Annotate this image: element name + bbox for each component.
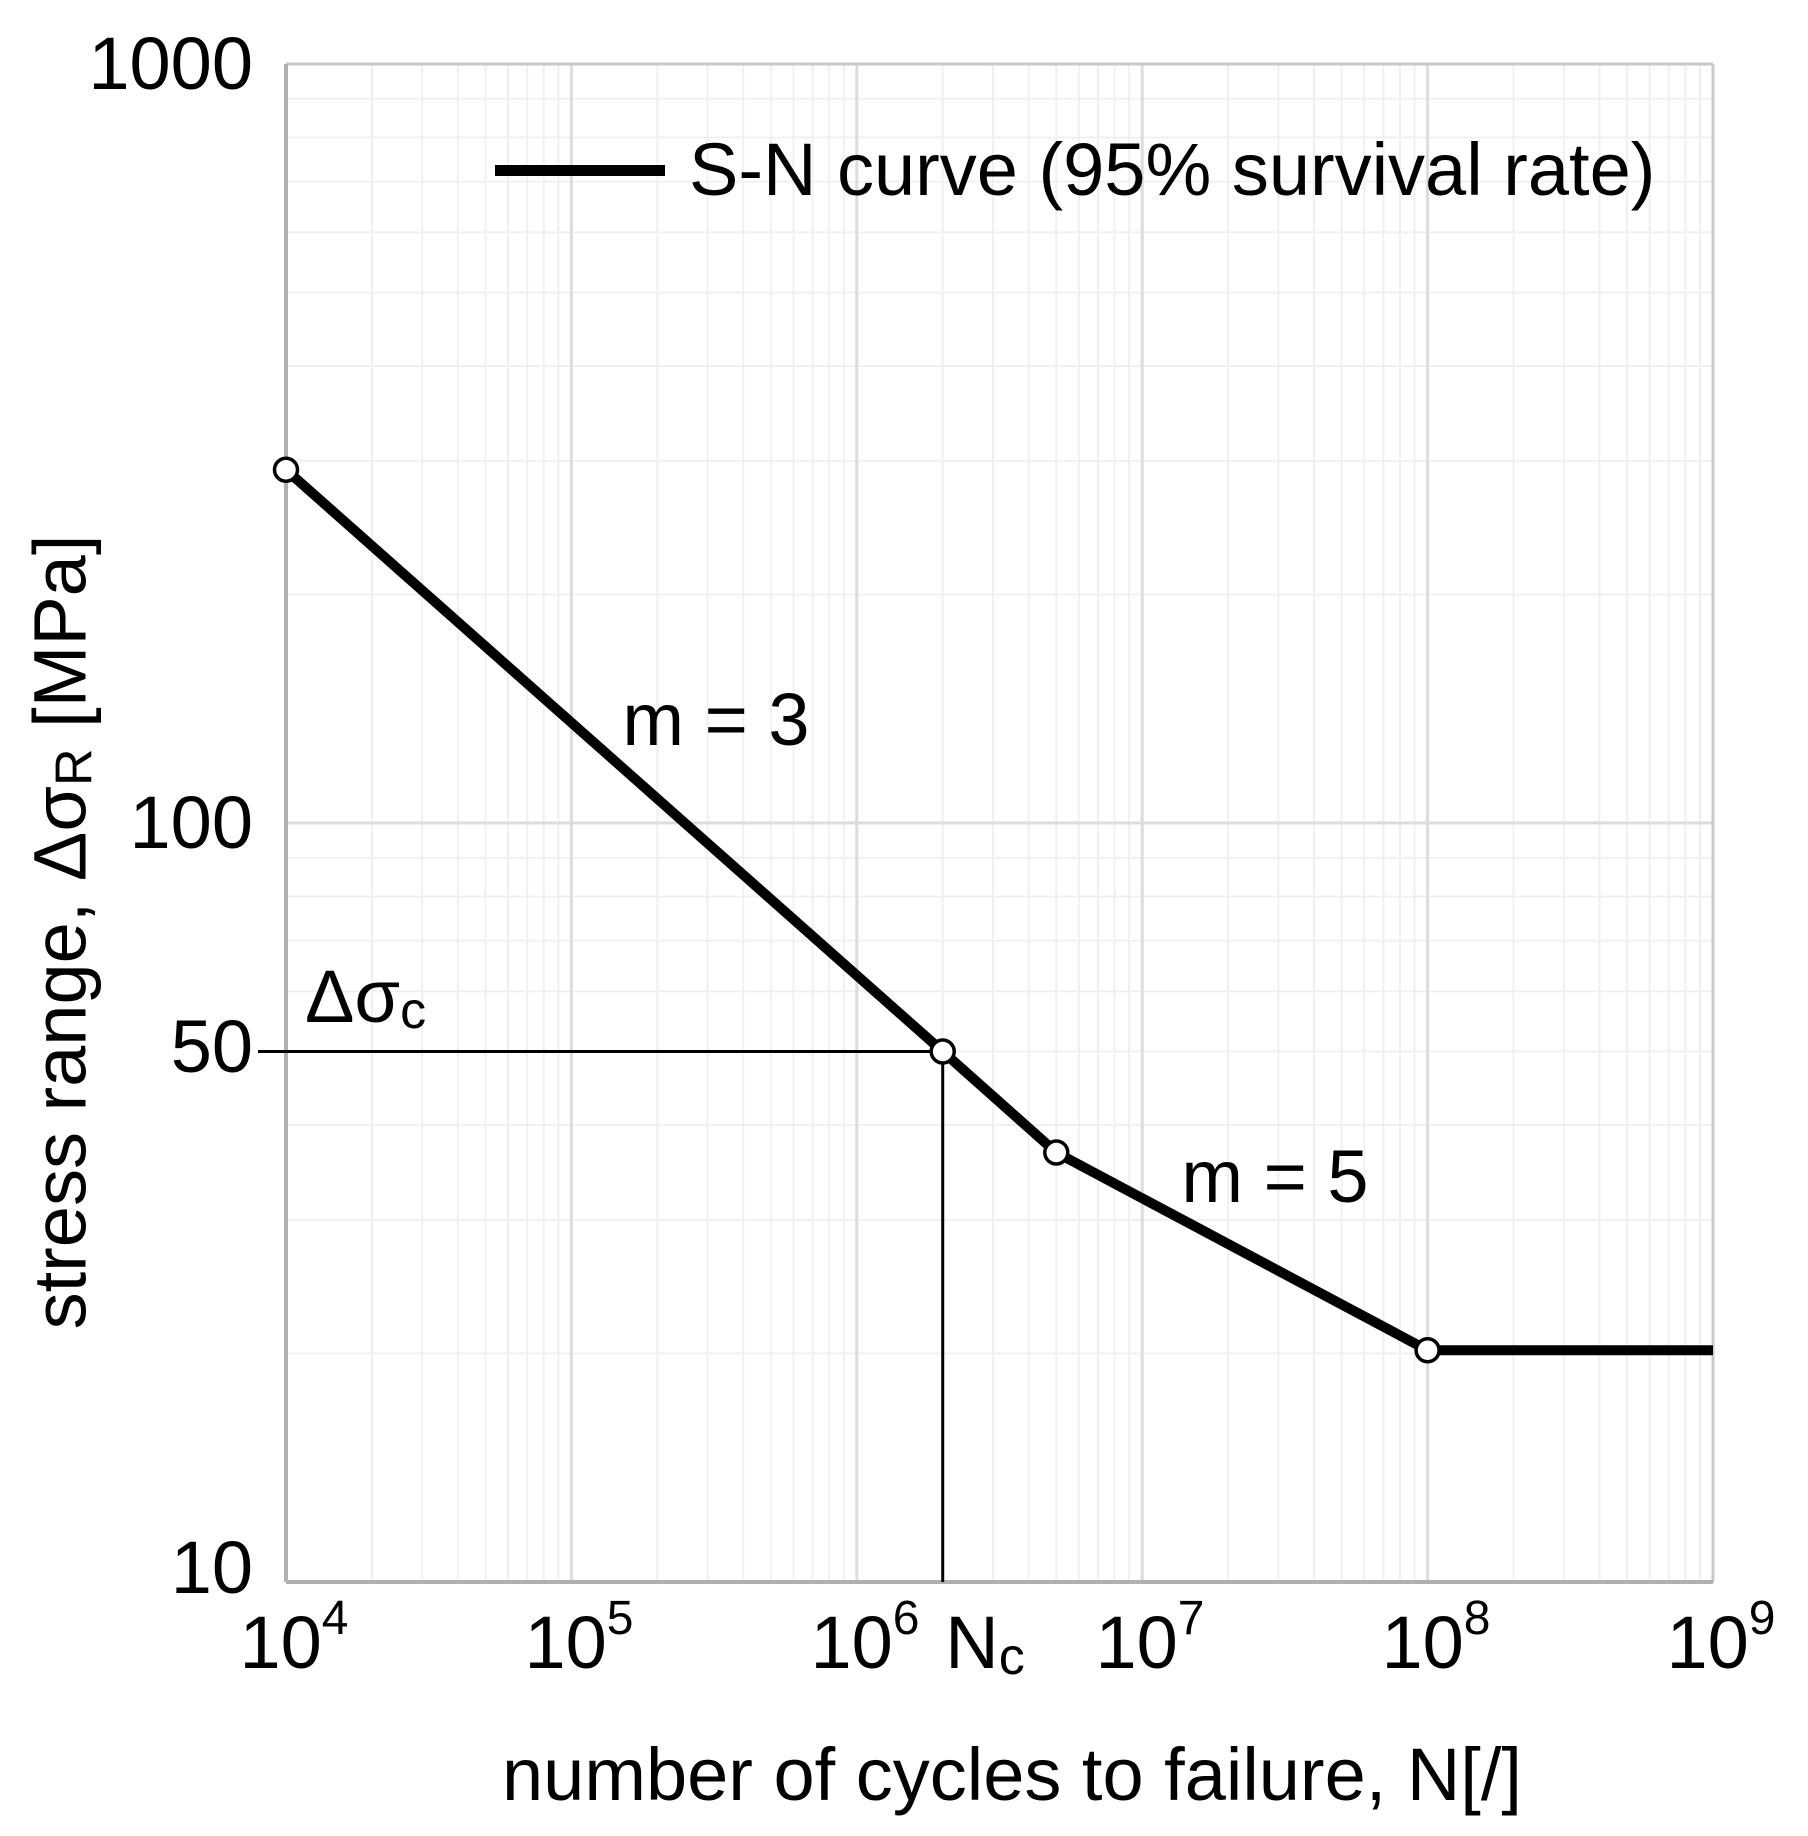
x-tick-1e9: 109 [1666,1592,1776,1684]
y-axis-title: stress range, ΔσR [MPa] [18,534,104,1330]
x-tick-1e8: 108 [1381,1592,1491,1684]
legend-label: S-N curve (95% survival rate) [689,128,1656,211]
x-tick-1e5: 105 [524,1592,634,1684]
y-tick-1000: 1000 [88,22,253,105]
legend: S-N curve (95% survival rate) [495,130,1655,210]
y-tick-50: 50 [170,1005,253,1088]
x-axis-title: number of cycles to failure, N[/] [502,1733,1522,1816]
x-tick-1e6: 106 [810,1592,920,1684]
x-tick-1e7: 107 [1095,1592,1205,1684]
slope-m3-label: m = 3 [622,678,810,761]
y-tick-100: 100 [129,781,253,864]
delta-sigma-c-label: Δσc [305,955,427,1040]
legend-line-swatch [495,164,665,176]
x-tick-1e4: 104 [239,1592,349,1684]
nc-label: Nc [945,1601,1025,1686]
y-tick-10: 10 [170,1526,253,1609]
slope-m5-label: m = 5 [1181,1135,1369,1218]
